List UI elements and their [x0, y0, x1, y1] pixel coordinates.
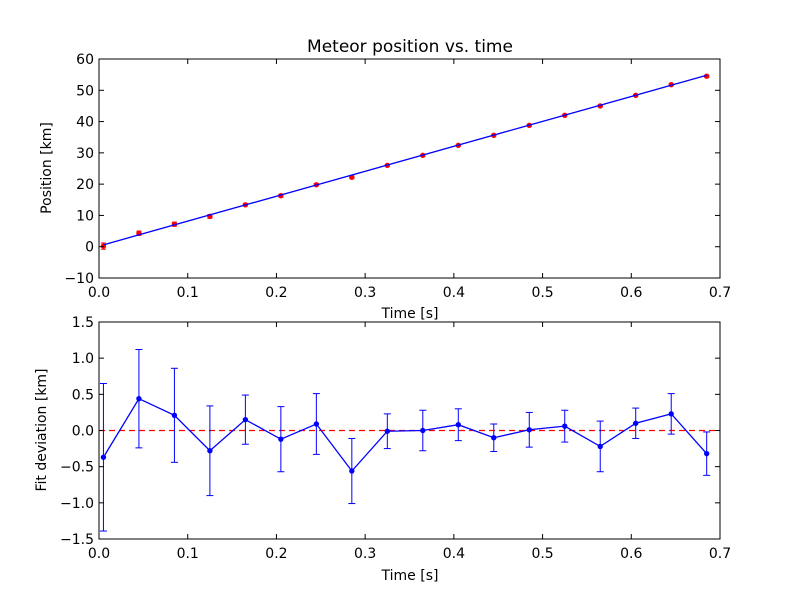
deviation-data-point — [633, 420, 639, 426]
y-tick-label: 40 — [76, 115, 94, 131]
y-tick-label: 20 — [76, 177, 94, 193]
x-tick-label: 0.5 — [531, 546, 553, 562]
deviation-data-point — [491, 435, 497, 441]
x-tick-label: 0.6 — [620, 546, 642, 562]
chart-title: Meteor position vs. time — [307, 37, 513, 57]
y-tick-label: −1.5 — [60, 532, 94, 548]
x-tick-label: 0.6 — [620, 285, 642, 301]
x-tick-label: 0.5 — [531, 285, 553, 301]
deviation-data-point — [171, 412, 178, 419]
x-tick-label: 0.2 — [265, 285, 287, 301]
deviation-x-axis-label: Time [s] — [381, 568, 439, 584]
deviation-data-point — [242, 416, 249, 423]
deviation-data-point — [313, 421, 320, 427]
position-x-axis-label: Time [s] — [381, 306, 439, 322]
y-tick-label: 0.0 — [72, 424, 94, 440]
deviation-data-point — [278, 436, 284, 442]
deviation-y-axis-label: Fit deviation [km] — [34, 368, 50, 491]
x-tick-label: 0.2 — [265, 546, 287, 562]
x-tick-label: 0.0 — [88, 546, 110, 562]
x-tick-label: 0.4 — [443, 546, 465, 562]
fit-deviation-panel: 0.0 0.1 0.2 0.3 0.4 0.5 0.6 0.7 −1.5 −1.0 −0.5 0.0 0… — [34, 315, 731, 584]
position-y-axis-label: Position [km] — [39, 122, 55, 214]
y-tick-label: 1.5 — [72, 315, 94, 331]
position-axes-frame — [98, 58, 721, 279]
x-tick-label: 0.7 — [709, 546, 731, 562]
y-tick-label: −10 — [64, 271, 94, 287]
position-plot-area — [100, 73, 710, 250]
x-tick-label: 0.1 — [177, 546, 199, 562]
x-tick-label: 0.7 — [709, 285, 731, 301]
deviation-data-point — [597, 443, 603, 450]
y-tick-label: 10 — [76, 208, 94, 224]
y-tick-label: 1.0 — [72, 351, 94, 367]
deviation-data-point — [526, 427, 532, 433]
deviation-data-point — [668, 411, 674, 417]
x-tick-label: 0.3 — [354, 546, 376, 562]
deviation-data-point — [384, 428, 391, 434]
y-tick-label: 0 — [85, 240, 94, 256]
deviation-data-point — [207, 448, 213, 454]
position-vs-time-panel: Meteor position vs. time 0.0 0.1 0.2 0.3 0.4… — [39, 37, 731, 322]
x-tick-label: 0.0 — [88, 285, 110, 301]
x-tick-label: 0.3 — [354, 285, 376, 301]
deviation-plot-area — [99, 348, 720, 532]
deviation-data-point — [349, 468, 355, 474]
y-tick-label: −1.0 — [60, 496, 94, 512]
position-axis-ticks: 0.0 0.1 0.2 0.3 0.4 0.5 0.6 0.7 −10 0 10 20 30 40 50 60 — [64, 52, 731, 301]
deviation-data-point — [100, 454, 107, 460]
deviation-data-point — [562, 423, 568, 429]
y-tick-label: 60 — [76, 52, 94, 68]
y-tick-label: 0.5 — [72, 387, 94, 403]
deviation-data-point — [136, 395, 142, 402]
deviation-series-line — [102, 397, 708, 473]
deviation-data-point — [455, 422, 461, 428]
x-tick-label: 0.4 — [443, 285, 465, 301]
deviation-data-point — [703, 450, 710, 457]
x-tick-label: 0.1 — [177, 285, 199, 301]
deviation-axis-ticks: 0.0 0.1 0.2 0.3 0.4 0.5 0.6 0.7 −1.5 −1.0 −0.5 0.0 0… — [60, 315, 731, 562]
y-tick-label: 50 — [76, 83, 94, 99]
linear-fit-line — [103, 74, 707, 246]
y-tick-label: 30 — [76, 146, 94, 162]
deviation-data-point — [420, 427, 426, 434]
y-tick-label: −0.5 — [60, 460, 94, 476]
